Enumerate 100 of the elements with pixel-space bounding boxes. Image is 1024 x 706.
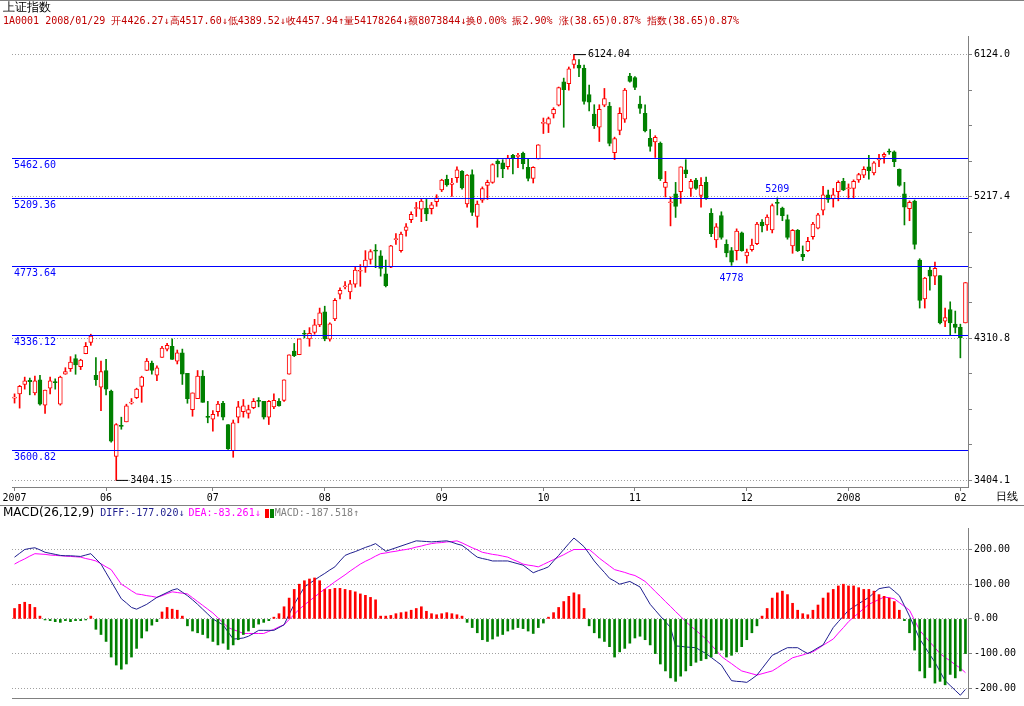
candlestick xyxy=(719,211,724,240)
bar xyxy=(659,619,662,665)
candlestick xyxy=(668,196,673,227)
ref-line-label: 4336.12 xyxy=(14,336,57,348)
ref-line-label: 5462.60 xyxy=(14,159,57,171)
candlestick xyxy=(373,244,378,269)
bar xyxy=(120,619,123,670)
bar xyxy=(206,619,210,639)
chart-subtitle: 1A0001 2008/01/29 开4426.27↓高4517.60↓低4389.52↓收4457.94↑量54178264↓额8073844↓换0.00% 振2.90% 涨(38.65)0.87% 指数(38.65)0.87% xyxy=(3,14,741,27)
bar xyxy=(725,619,728,658)
bar xyxy=(414,608,418,619)
x-axis-title: 日线 xyxy=(996,489,1018,504)
bar xyxy=(542,619,545,624)
bar xyxy=(262,619,266,623)
y-tick-label: -200.00 xyxy=(974,681,1017,693)
bar xyxy=(175,609,179,619)
bar xyxy=(297,583,301,619)
bar xyxy=(506,619,510,632)
candlestick xyxy=(180,348,185,385)
candlestick xyxy=(490,163,495,184)
y-tick-label: -100.00 xyxy=(974,647,1017,659)
bar xyxy=(552,612,555,619)
bar xyxy=(425,610,428,619)
x-tick-label: 12 xyxy=(740,491,753,503)
candlestick xyxy=(907,200,912,222)
bar xyxy=(470,619,474,628)
bar xyxy=(862,589,866,619)
bar xyxy=(18,604,21,619)
bar xyxy=(786,594,789,619)
candlestick xyxy=(368,249,373,265)
candlestick xyxy=(958,323,963,359)
bar xyxy=(242,619,245,635)
candlestick xyxy=(363,250,368,273)
bar xyxy=(740,619,744,647)
bar xyxy=(323,589,327,619)
bar xyxy=(374,599,377,619)
candlestick xyxy=(597,104,602,142)
bar xyxy=(435,614,438,619)
bar xyxy=(420,606,423,619)
bar xyxy=(806,614,810,619)
bar xyxy=(648,619,652,646)
candlestick xyxy=(73,354,78,375)
candlestick xyxy=(535,144,541,160)
candlestick xyxy=(790,229,795,254)
bar xyxy=(831,589,835,619)
candlestick xyxy=(449,177,455,197)
bar xyxy=(923,619,927,679)
bar xyxy=(23,601,27,619)
bar xyxy=(130,619,133,658)
candlestick xyxy=(546,116,551,133)
ref-line-label: 5209.36 xyxy=(14,199,57,211)
x-tick-label: 11 xyxy=(628,491,641,503)
bar xyxy=(669,619,672,679)
candlestick xyxy=(342,281,348,290)
candlestick xyxy=(846,183,851,200)
candlestick xyxy=(78,358,83,370)
bar xyxy=(613,619,616,658)
bar xyxy=(114,619,118,666)
annotation: 3404.15 xyxy=(130,474,173,485)
bar xyxy=(318,580,321,619)
bar xyxy=(170,608,174,619)
candlestick xyxy=(556,86,561,107)
bar xyxy=(475,619,479,634)
candlestick xyxy=(296,338,302,356)
annotation: 4778 xyxy=(719,271,744,283)
y-tick-label: 200.00 xyxy=(974,543,1011,555)
bar xyxy=(618,619,621,653)
candlestick xyxy=(851,179,856,199)
bar xyxy=(409,609,413,619)
bar xyxy=(592,619,596,634)
candlestick xyxy=(952,310,958,334)
bar xyxy=(908,619,911,634)
bar xyxy=(770,597,774,619)
bar xyxy=(496,619,499,637)
bar xyxy=(145,619,149,632)
candlestick xyxy=(683,159,689,178)
bar xyxy=(13,608,16,619)
chart-title: MACD(26,12,9) xyxy=(3,505,95,519)
candlestick xyxy=(841,177,846,191)
candlestick xyxy=(917,258,923,309)
bar xyxy=(775,592,779,619)
candlestick xyxy=(312,319,317,335)
candlestick xyxy=(129,398,134,405)
candlestick xyxy=(663,171,668,198)
x-tick-label: 10 xyxy=(537,491,550,503)
candlestick xyxy=(424,199,429,222)
x-tick-label: 09 xyxy=(435,491,448,503)
bar xyxy=(953,619,957,679)
x-tick-label: 08 xyxy=(318,491,331,503)
bar xyxy=(918,619,922,672)
bar xyxy=(379,615,382,619)
ref-line-label: 4773.64 xyxy=(14,267,57,279)
bar xyxy=(847,585,850,619)
x-tick-label: 2008 xyxy=(836,491,861,503)
candlestick xyxy=(195,370,200,399)
bar xyxy=(313,577,316,619)
bar xyxy=(557,607,560,619)
bar xyxy=(181,615,184,619)
x-tick-label: 02 xyxy=(954,491,967,503)
y-tick-label: 0.00 xyxy=(974,612,999,624)
